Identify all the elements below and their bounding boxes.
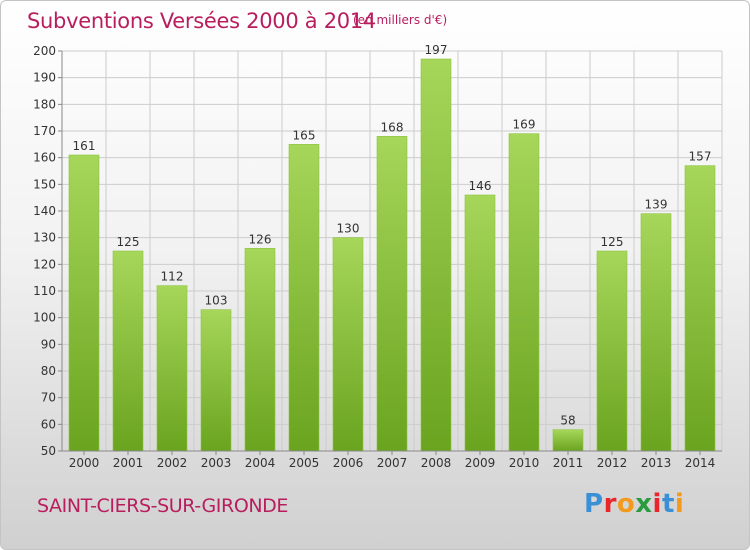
bar[interactable] <box>684 165 716 452</box>
bar[interactable] <box>464 194 496 452</box>
data-label: 197 <box>425 43 448 57</box>
chart-title: Subventions Versées 2000 à 2014 <box>27 9 376 33</box>
data-label: 157 <box>689 150 712 164</box>
bar[interactable] <box>244 248 276 452</box>
data-label: 165 <box>293 128 316 142</box>
x-tick-label: 2008 <box>421 456 452 470</box>
y-tick-label: 170 <box>33 124 56 138</box>
data-labels-layer: 161 125 112 103 126 165 130 168 197 146 169 58 125 13… <box>73 43 712 428</box>
bar[interactable] <box>68 154 100 452</box>
bar[interactable] <box>200 309 232 452</box>
x-tick-label: 2006 <box>333 456 364 470</box>
x-tick-label: 2014 <box>685 456 716 470</box>
x-tick-label: 2004 <box>245 456 276 470</box>
data-label: 58 <box>560 414 575 428</box>
bar[interactable] <box>376 136 408 452</box>
bar[interactable] <box>332 237 364 452</box>
x-tick-label: 2001 <box>113 456 144 470</box>
bars-layer <box>68 58 716 452</box>
commune-name: SAINT-CIERS-SUR-GIRONDE <box>37 495 289 517</box>
y-tick-label: 150 <box>33 177 56 191</box>
x-tick-label: 2007 <box>377 456 408 470</box>
data-label: 125 <box>601 235 624 249</box>
data-label: 161 <box>73 139 96 153</box>
bar[interactable] <box>640 213 672 452</box>
y-tick-label: 100 <box>33 311 56 325</box>
x-tick-label: 2013 <box>641 456 672 470</box>
logo-letter: o <box>616 489 636 519</box>
y-tick-label: 180 <box>33 97 56 111</box>
logo-letter: t <box>661 489 675 519</box>
bar[interactable] <box>420 58 452 452</box>
bar[interactable] <box>288 144 320 452</box>
x-tick-label: 2002 <box>157 456 188 470</box>
data-label: 126 <box>249 232 272 246</box>
bar[interactable] <box>596 250 628 452</box>
y-tick-label: 140 <box>33 204 56 218</box>
bar[interactable] <box>156 285 188 452</box>
x-tick-label: 2009 <box>465 456 496 470</box>
bar[interactable] <box>508 133 540 452</box>
logo-letter: P <box>584 489 604 519</box>
data-label: 146 <box>469 179 492 193</box>
data-label: 103 <box>205 294 228 308</box>
logo-letter: i <box>674 489 685 519</box>
y-tick-label: 60 <box>41 417 56 431</box>
y-tick-label: 70 <box>41 391 56 405</box>
x-tick-label: 2011 <box>553 456 584 470</box>
y-tick-label: 50 <box>41 444 56 458</box>
chart-subtitle: (en milliers d'€) <box>353 13 448 27</box>
data-label: 112 <box>161 270 184 284</box>
data-label: 139 <box>645 198 668 212</box>
x-tick-label: 2000 <box>69 456 100 470</box>
logo-letter: x <box>635 489 653 519</box>
x-tick-label: 2010 <box>509 456 540 470</box>
data-label: 125 <box>117 235 140 249</box>
data-label: 169 <box>513 118 536 132</box>
x-tick-label: 2005 <box>289 456 320 470</box>
logo-letter: r <box>603 489 617 519</box>
data-label: 168 <box>381 120 404 134</box>
y-tick-label: 200 <box>33 44 56 58</box>
y-tick-label: 190 <box>33 71 56 85</box>
x-tick-label: 2012 <box>597 456 628 470</box>
bar[interactable] <box>112 250 144 452</box>
data-label: 130 <box>337 222 360 236</box>
y-tick-label: 90 <box>41 337 56 351</box>
logo-letter: i <box>652 489 662 519</box>
axis-layer: 50 60 70 80 90 100 110 120 130 140 150 160 170 180 190… <box>33 44 722 470</box>
bar[interactable] <box>552 429 584 452</box>
y-tick-label: 110 <box>33 284 56 298</box>
y-tick-label: 130 <box>33 231 56 245</box>
y-tick-label: 160 <box>33 151 56 165</box>
proxiti-logo[interactable]: Proxiti <box>584 489 684 519</box>
y-tick-label: 120 <box>33 257 56 271</box>
y-tick-label: 80 <box>41 364 56 378</box>
x-tick-label: 2003 <box>201 456 232 470</box>
